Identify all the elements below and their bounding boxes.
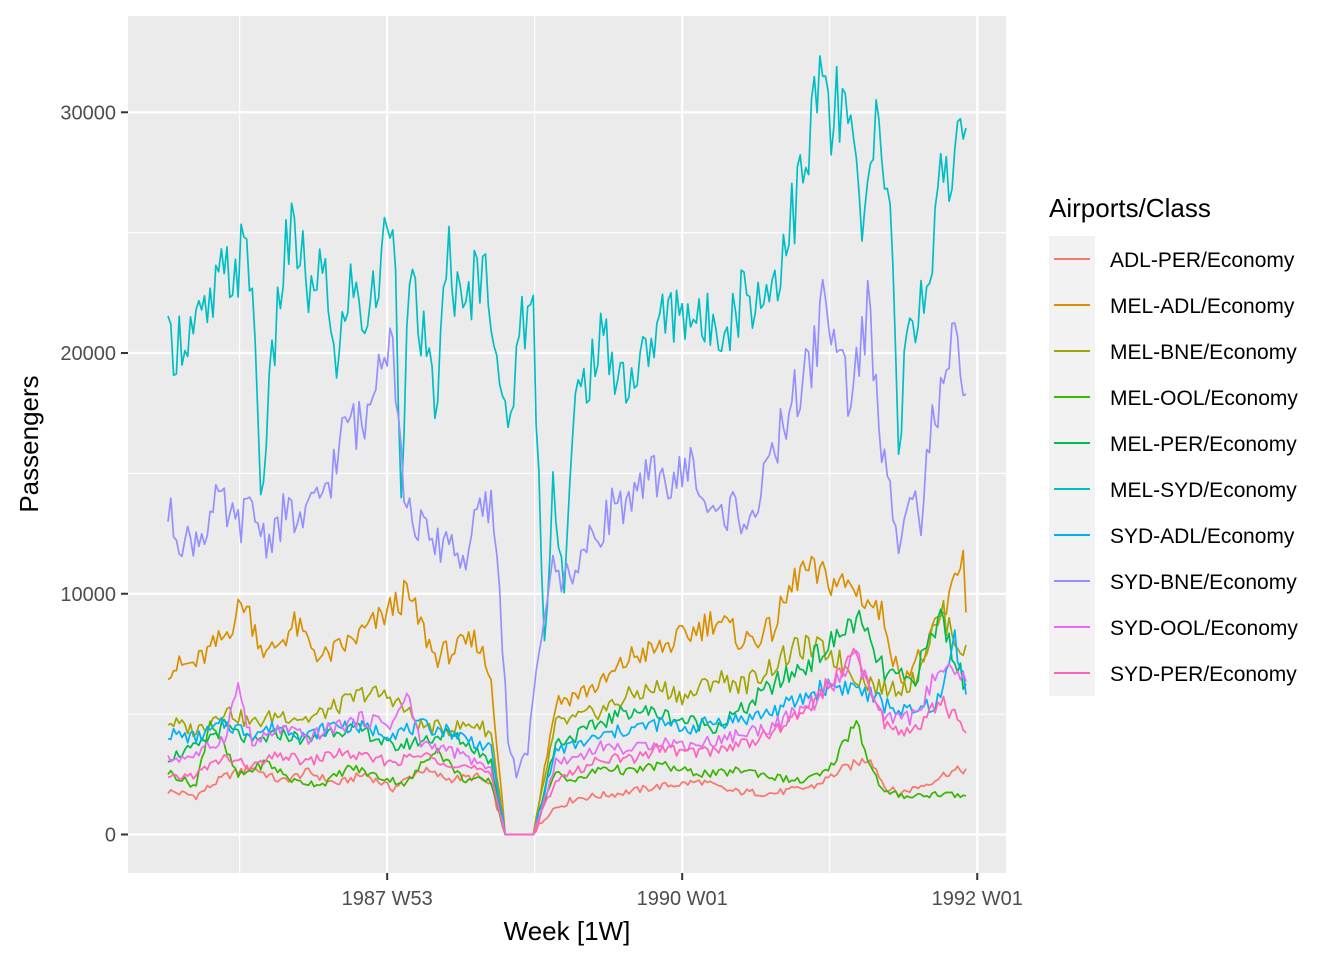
series-line-mel-ool-economy xyxy=(167,719,967,836)
legend-label-mel-per-economy: MEL-PER/Economy xyxy=(1110,433,1297,456)
legend-label-mel-ool-economy: MEL-OOL/Economy xyxy=(1110,387,1298,410)
legend-label-mel-adl-economy: MEL-ADL/Economy xyxy=(1110,295,1295,318)
x-axis: 1987 W53 1990 W01 1992 W01 xyxy=(342,873,1023,910)
y-tick-label: 30000 xyxy=(60,102,116,124)
x-tick-label: 1992 W01 xyxy=(932,888,1023,910)
series-lines xyxy=(167,55,967,836)
legend-title: Airports/Class xyxy=(1049,193,1211,223)
legend-label-adl-per-economy: ADL-PER/Economy xyxy=(1110,249,1295,272)
series-line-syd-bne-economy xyxy=(167,278,967,779)
x-axis-title: Week [1W] xyxy=(504,916,631,946)
series-line-syd-per-economy xyxy=(167,647,967,836)
legend-label-syd-adl-economy: SYD-ADL/Economy xyxy=(1110,525,1295,548)
y-axis: 0 10000 20000 30000 xyxy=(60,102,128,846)
legend-label-syd-ool-economy: SYD-OOL/Economy xyxy=(1110,617,1298,640)
series-line-mel-syd-economy xyxy=(167,55,967,642)
legend-label-mel-bne-economy: MEL-BNE/Economy xyxy=(1110,341,1297,364)
x-tick-label: 1987 W53 xyxy=(342,888,433,910)
series-line-mel-bne-economy xyxy=(167,599,967,836)
legend-keys-background xyxy=(1049,236,1095,696)
legend-label-syd-bne-economy: SYD-BNE/Economy xyxy=(1110,571,1297,594)
series-line-mel-adl-economy xyxy=(167,549,967,836)
series-line-mel-per-economy xyxy=(167,608,967,836)
y-axis-title: Passengers xyxy=(14,375,44,512)
y-tick-label: 10000 xyxy=(60,584,116,606)
y-tick-label: 20000 xyxy=(60,343,116,365)
series-line-syd-ool-economy xyxy=(167,650,967,836)
legend: Airports/Class ADL-PER/Economy MEL-ADL/Ec… xyxy=(1049,193,1298,696)
y-tick-label: 0 xyxy=(105,824,116,846)
legend-label-syd-per-economy: SYD-PER/Economy xyxy=(1110,663,1297,686)
series-line-adl-per-economy xyxy=(167,757,967,836)
legend-label-mel-syd-economy: MEL-SYD/Economy xyxy=(1110,479,1297,502)
x-tick-label: 1990 W01 xyxy=(637,888,728,910)
